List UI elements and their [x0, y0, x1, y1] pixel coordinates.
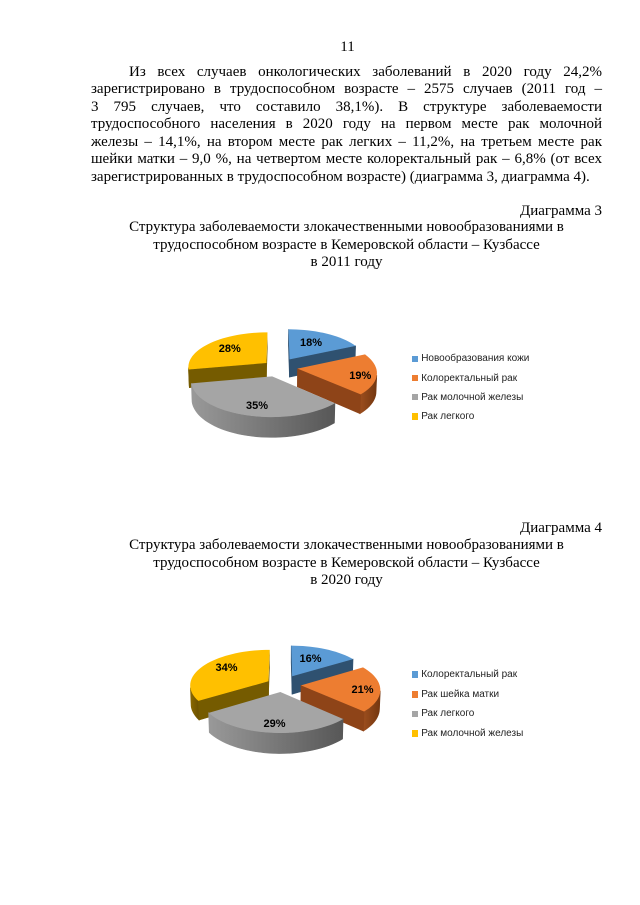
- svg-text:16%: 16%: [299, 653, 321, 665]
- svg-text:34%: 34%: [215, 662, 237, 674]
- svg-text:18%: 18%: [300, 337, 322, 349]
- svg-text:21%: 21%: [351, 684, 373, 696]
- svg-text:35%: 35%: [246, 400, 268, 412]
- svg-text:28%: 28%: [219, 343, 241, 355]
- svg-text:19%: 19%: [349, 370, 371, 382]
- svg-text:29%: 29%: [263, 718, 285, 730]
